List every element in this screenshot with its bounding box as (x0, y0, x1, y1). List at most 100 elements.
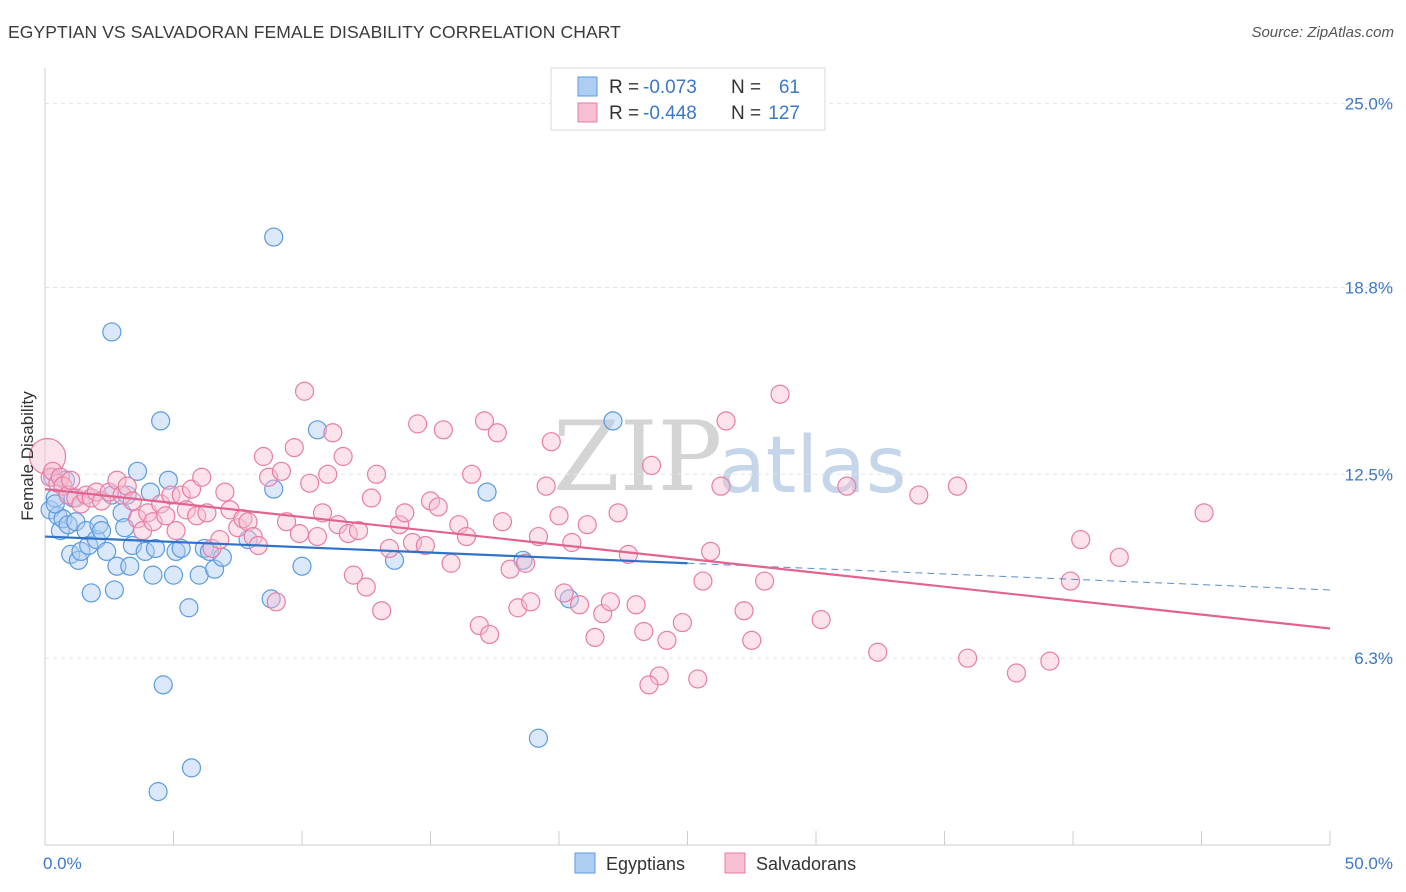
salvadoran-point (415, 535, 435, 556)
legend-r-label-salvadorans: R = (609, 103, 639, 124)
salvadoran-point (348, 521, 369, 541)
salvadoran-point (536, 476, 556, 496)
y-tick-labels: 6.3% 12.5% 18.8% 25.0% (1345, 95, 1393, 669)
egyptian-point (559, 589, 579, 609)
egyptian-point (153, 675, 173, 695)
series-swatch-salvadorans (724, 852, 746, 874)
salvadoran-point (127, 509, 148, 529)
egyptian-point (163, 565, 184, 585)
salvadoran-point (210, 529, 230, 550)
salvadoran-point (742, 630, 762, 650)
salvadoran-point (333, 446, 353, 467)
salvadoran-point (541, 432, 561, 452)
legend-n-value-salvadorans: 127 (768, 103, 800, 124)
salvadoran-point (1006, 663, 1027, 683)
legend-n-label-egyptians: N = (731, 77, 761, 98)
egyptian-point (143, 565, 163, 585)
salvadoran-point (166, 521, 186, 541)
egyptian-point (205, 559, 225, 579)
x-tick-label-0: 0.0% (43, 854, 82, 873)
salvadoran-point (266, 592, 286, 612)
salvadoran-point (192, 467, 212, 487)
salvadoran-point (693, 571, 713, 591)
salvadoran-point (289, 524, 310, 544)
y-tick-label-2: 18.8% (1345, 278, 1393, 297)
x-tick-label-1: 50.0% (1345, 854, 1393, 873)
salvadoran-point (238, 512, 258, 532)
salvadoran-point (420, 491, 441, 511)
salvadoran-point (294, 381, 315, 401)
salvadoran-point (395, 503, 415, 523)
salvadoran-point (515, 553, 536, 573)
salvadoran-point (634, 621, 654, 642)
salvadoran-point (112, 485, 132, 505)
egyptian-point (181, 758, 202, 778)
legend-swatch-salvadorans (577, 102, 598, 123)
salvadoran-point (71, 494, 91, 514)
salvadoran-point (61, 470, 81, 490)
salvadoran-point (197, 503, 217, 523)
salvadoran-point (1060, 571, 1081, 591)
egyptian-point (91, 521, 112, 541)
salvadoran-point (43, 461, 63, 481)
salvadoran-point (688, 669, 708, 689)
salvadoran-point (585, 627, 605, 648)
salvadoran-point (770, 384, 790, 404)
egyptian-point (292, 556, 312, 576)
salvadoran-point (117, 476, 137, 496)
salvadoran-point (462, 464, 482, 484)
salvadoran-point (228, 518, 248, 538)
salvadoran-point (356, 577, 376, 597)
salvadoran-point (626, 595, 646, 615)
salvadoran-point (837, 476, 857, 496)
salvadoran-point (276, 512, 297, 532)
salvadoran-point (379, 538, 399, 559)
salvadoran-point (734, 601, 754, 621)
egyptian-point (104, 580, 124, 600)
salvadoran-point (909, 485, 929, 505)
salvadoran-point (492, 512, 513, 532)
egyptian-point (477, 482, 497, 502)
egyptian-point (102, 322, 122, 342)
egyptian-point (261, 589, 281, 609)
egyptian-point (158, 470, 178, 490)
salvadoran-point (161, 485, 181, 505)
salvadoran-point (958, 648, 978, 668)
source-label: Source: ZipAtlas.com (1251, 24, 1394, 41)
salvadoran-point (284, 438, 304, 458)
egyptian-point (145, 538, 166, 559)
salvadoran-point (318, 464, 338, 484)
salvadoran-point (441, 553, 461, 573)
salvadoran-point (554, 583, 574, 603)
egyptian-point (603, 411, 623, 431)
salvadoran-point (487, 423, 507, 443)
salvadoran-point (323, 423, 343, 443)
legend-r-value-salvadorans: -0.448 (643, 103, 697, 124)
series-swatch-egyptians (574, 852, 596, 874)
egyptians-trend-line (44, 535, 688, 565)
salvadoran-point (701, 541, 721, 562)
watermark: ZIP atlas (553, 401, 907, 513)
salvadoran-point (549, 506, 569, 526)
salvadoran-point (343, 565, 363, 585)
y-tick-label-1: 12.5% (1345, 465, 1393, 484)
salvadorans-trend-line (44, 488, 1331, 630)
salvadoran-point (312, 503, 333, 523)
series-label-egyptians: Egyptians (606, 854, 685, 874)
trend-lines (44, 488, 1331, 630)
salvadoran-point (361, 488, 381, 508)
egyptian-point (97, 541, 117, 562)
salvadoran-point (390, 515, 410, 535)
legend-r-value-egyptians: -0.073 (643, 77, 697, 98)
salvadoran-point (1194, 503, 1214, 523)
salvadoran-point (1040, 651, 1060, 671)
series-legend: Egyptians Salvadorans (574, 852, 856, 874)
salvadoran-point (366, 464, 387, 484)
axes (44, 68, 1331, 846)
salvadoran-point (372, 601, 392, 621)
salvadoran-point (577, 515, 597, 535)
egyptian-point (120, 556, 140, 576)
egyptian-point (81, 583, 101, 603)
salvadoran-point (428, 497, 448, 517)
